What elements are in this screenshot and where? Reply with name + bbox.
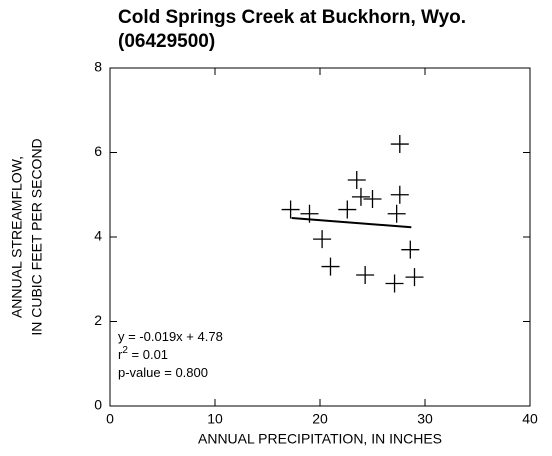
x-tick-label: 0 [106,411,114,427]
x-tick-label: 40 [522,411,538,427]
annotation-part: y = -0.019x + 4.78 [118,329,223,344]
chart-title: Cold Springs Creek at Buckhorn, Wyo. [118,7,466,28]
point [363,189,382,208]
annotation-part: 2 [122,345,128,356]
x-tick-label: 30 [417,411,433,427]
point [356,266,375,285]
y-tick-label: 4 [94,228,102,244]
annotation-part: = 0.01 [128,347,168,362]
point [390,185,409,204]
point [347,170,366,189]
point [387,204,406,223]
point [385,274,404,293]
y-axis-label: ANNUAL STREAMFLOW, [9,156,25,318]
point [313,230,332,249]
y-tick-label: 6 [94,143,102,159]
plot-frame [109,67,531,407]
y-tick-label: 8 [94,59,102,75]
point [401,240,420,259]
chart-title: (06429500) [118,31,215,52]
point [321,257,340,276]
point [281,200,300,219]
x-tick-label: 10 [207,411,223,427]
annotation: p-value = 0.800 [118,365,208,380]
y-tick-label: 0 [94,397,102,413]
annotation-part: p-value = 0.800 [118,365,208,380]
point [405,268,424,287]
point [390,135,409,154]
annotation: y = -0.019x + 4.78 [118,329,223,344]
point [338,200,357,219]
annotation: r2 = 0.01 [118,345,168,362]
annotation-part: r [118,347,123,362]
point [351,187,370,206]
y-tick-label: 2 [94,312,102,328]
x-axis-label: ANNUAL PRECIPITATION, IN INCHES [198,431,442,447]
x-tick-label: 20 [312,411,328,427]
fit-line [291,216,412,229]
y-axis-label: IN CUBIC FEET PER SECOND [29,138,45,335]
